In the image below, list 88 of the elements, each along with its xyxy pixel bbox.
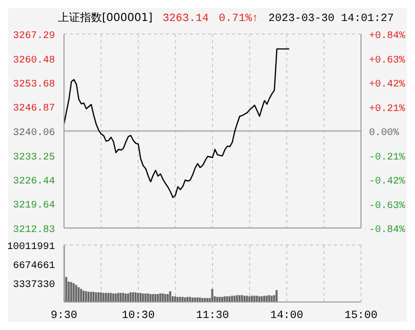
x-tick-label: 10:30 <box>122 310 155 322</box>
bar <box>270 296 273 302</box>
bar <box>142 293 144 302</box>
bar <box>100 292 102 302</box>
bar <box>70 282 72 302</box>
text: 0.71%↑ <box>218 13 258 25</box>
bar <box>263 296 266 302</box>
bar <box>159 293 162 302</box>
bar <box>149 294 152 302</box>
y-tick-label: 3260.48 <box>12 55 55 66</box>
y-tick-label: 3219.64 <box>12 200 55 212</box>
bar <box>94 292 97 302</box>
bar <box>238 295 240 302</box>
y-tick-label: 3267.29 <box>12 31 55 42</box>
bar <box>92 292 94 302</box>
y2-tick-label: +0.84% <box>369 31 406 42</box>
bar <box>80 288 82 302</box>
bar <box>211 288 214 302</box>
bar <box>162 293 164 302</box>
bar <box>112 293 114 302</box>
bar <box>156 294 159 302</box>
y-tick-label: 3246.87 <box>12 104 55 115</box>
y2-tick-label: -0.63% <box>369 200 406 212</box>
bar <box>104 292 107 302</box>
bar <box>243 296 246 302</box>
bar <box>276 290 278 302</box>
bar <box>231 296 234 302</box>
bar <box>268 295 270 302</box>
y2-tick-label: +0.21% <box>369 104 406 115</box>
bar <box>132 292 134 302</box>
bar <box>117 292 120 302</box>
bar <box>72 283 75 302</box>
bar <box>240 295 243 302</box>
bar <box>130 292 132 302</box>
chart-title: 上证指数[000001] <box>58 11 153 24</box>
y-tick-label: 3240.06 <box>12 128 55 139</box>
bar <box>154 294 156 302</box>
line-series <box>64 48 290 198</box>
text: 2023-03-30 14:01:27 <box>268 13 394 25</box>
y2-tick-label: +0.63% <box>369 55 406 66</box>
x-tick-label: 11:30 <box>196 310 230 322</box>
bar <box>107 292 110 302</box>
bar <box>234 296 236 302</box>
bar <box>97 292 100 302</box>
y-tick-label: 3253.68 <box>12 79 55 90</box>
y2-tick-label: +0.42% <box>369 80 406 90</box>
text: 3263.14 <box>162 13 209 25</box>
bar <box>122 292 124 302</box>
bar <box>85 291 88 302</box>
bar <box>250 296 253 302</box>
bar <box>246 296 248 302</box>
bar <box>124 293 127 302</box>
bar <box>164 294 166 302</box>
y-tick-label: 3233.25 <box>12 152 55 164</box>
bar <box>134 292 137 302</box>
bar <box>82 290 85 302</box>
x-tick-label: 14:00 <box>270 310 304 322</box>
x-tick-label: 9:30 <box>50 310 78 322</box>
bar <box>152 294 154 302</box>
y-tick-label: 6674661 <box>12 261 55 272</box>
bar <box>114 293 117 302</box>
bar <box>75 284 78 302</box>
bar <box>144 293 146 302</box>
bar <box>127 293 130 302</box>
bar <box>146 293 149 302</box>
bar <box>169 291 172 302</box>
x-tick-label: 15:00 <box>344 310 378 322</box>
bar <box>137 292 140 302</box>
bar <box>139 292 142 302</box>
bar <box>266 296 268 302</box>
bar <box>90 292 92 302</box>
y2-tick-label: 0.00% <box>369 128 400 139</box>
y2-tick-label: -0.21% <box>369 152 406 164</box>
bar <box>102 292 104 302</box>
y2-tick-label: -0.42% <box>369 176 406 188</box>
bar <box>236 295 238 302</box>
bar <box>166 294 169 302</box>
y-tick-label: 10011991 <box>6 242 55 253</box>
bar <box>120 292 122 302</box>
y2-tick-label: -0.84% <box>369 225 406 236</box>
y-tick-label: 3212.83 <box>12 225 55 236</box>
bar <box>88 292 90 302</box>
bar <box>256 296 258 302</box>
y-tick-label: 3337330 <box>12 280 55 291</box>
y-tick-label: 3226.44 <box>12 176 55 188</box>
bar <box>110 292 112 302</box>
bar <box>253 296 256 302</box>
bar <box>78 287 80 302</box>
